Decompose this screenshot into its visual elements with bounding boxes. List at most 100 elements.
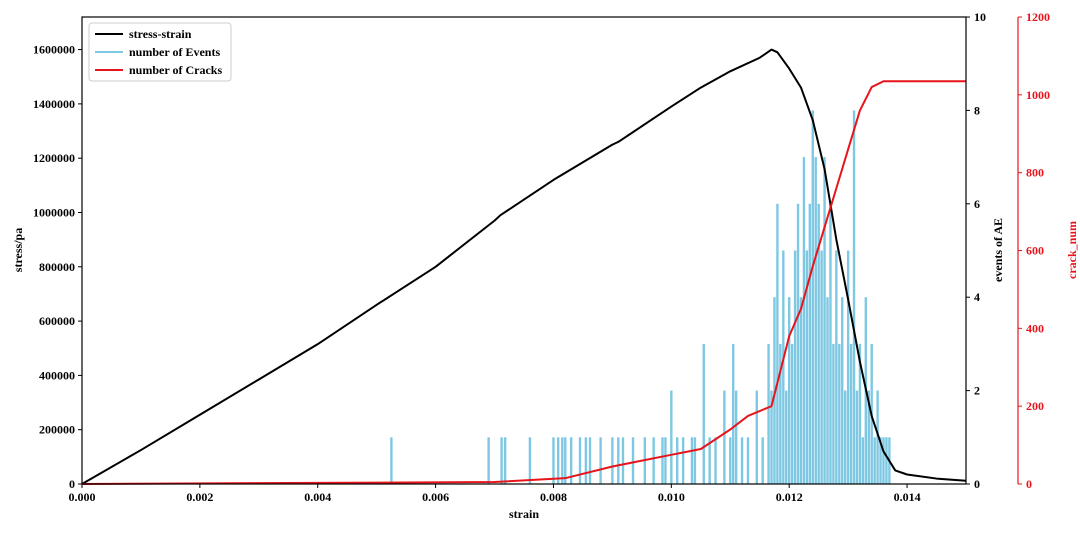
ae-event-bar — [782, 250, 785, 484]
crack-y-tick-label: 400 — [1026, 321, 1044, 335]
ae-event-bar — [714, 437, 717, 484]
ae-event-bar — [561, 437, 564, 484]
ae-event-bar — [841, 297, 844, 484]
axes: 0.000 0.002 0.004 0.006 0.008 0.010 0.012 0.014… — [33, 10, 1050, 504]
ae-event-bar — [873, 437, 876, 484]
x-tick-label: 0.000 — [69, 490, 96, 504]
line-series — [81, 48, 967, 485]
x-tick-label: 0.010 — [658, 490, 685, 504]
ae-event-bar — [611, 437, 614, 484]
ae-event-bar — [861, 437, 865, 484]
left-y-tick-label: 1600000 — [33, 43, 75, 57]
ae-event-bar — [588, 437, 592, 484]
ae-event-bar — [564, 437, 567, 484]
ae-event-bar — [855, 390, 859, 484]
legend-label-cracks: number of Cracks — [129, 63, 222, 77]
crack-y-tick-label: 1200 — [1026, 10, 1050, 24]
ae-event-bar — [785, 390, 788, 484]
ae-event-bar — [788, 297, 791, 484]
crack-count-line — [81, 80, 966, 485]
ae-event-bar — [734, 390, 738, 484]
x-tick-label: 0.014 — [894, 490, 921, 504]
ae-event-bar — [767, 343, 770, 484]
ae-event-bar — [876, 390, 879, 484]
left-y-tick-label: 600000 — [39, 314, 75, 328]
events-y-tick-label: 4 — [974, 290, 980, 304]
stress-strain-line — [81, 48, 967, 485]
ae-event-bar — [817, 203, 820, 485]
ae-event-bar — [826, 297, 829, 484]
ae-event-bar — [621, 437, 625, 484]
ae-event-bar — [879, 437, 882, 484]
left-y-axis-title: stress/pa — [11, 228, 25, 272]
left-y-tick-label: 1200000 — [33, 151, 75, 165]
ae-event-bar — [732, 343, 735, 484]
ae-event-bar — [556, 437, 560, 484]
ae-event-bar — [661, 437, 664, 484]
legend: stress-strain number of Events number of… — [88, 22, 232, 82]
x-tick-label: 0.006 — [422, 490, 449, 504]
ae-event-bar — [702, 343, 705, 484]
ae-event-bar — [693, 437, 697, 484]
ae-event-bar — [676, 437, 679, 484]
ae-event-bar — [617, 437, 620, 484]
ae-event-bar — [599, 437, 602, 484]
x-axis-title: strain — [509, 507, 539, 521]
x-tick-label: 0.008 — [540, 490, 567, 504]
legend-label-stress-strain: stress-strain — [129, 27, 192, 41]
ae-event-bar — [631, 437, 635, 484]
ae-event-bar — [740, 437, 744, 484]
ae-event-bar — [790, 343, 794, 484]
x-tick-label: 0.004 — [304, 490, 331, 504]
ae-event-bar — [867, 390, 870, 484]
ae-event-bar — [779, 343, 782, 484]
ae-event-bar — [552, 437, 555, 484]
left-y-tick-label: 400000 — [39, 368, 75, 382]
left-y-tick-label: 200000 — [39, 423, 75, 437]
crack-y-tick-label: 200 — [1026, 399, 1044, 413]
ae-event-bar — [808, 203, 812, 485]
ae-event-bar — [852, 110, 856, 485]
ae-event-bar — [776, 203, 779, 485]
ae-event-bar — [846, 250, 850, 484]
ae-event-bar — [843, 390, 847, 484]
ae-event-bar — [528, 437, 532, 484]
ae-event-bar — [708, 437, 711, 484]
crack-y-tick-label: 600 — [1026, 244, 1044, 258]
ae-event-bar — [755, 390, 758, 484]
crack-y-tick-label: 0 — [1026, 477, 1032, 491]
ae-event-bar — [487, 437, 490, 484]
ae-event-bar — [829, 203, 832, 485]
ae-event-bar — [838, 343, 841, 484]
ae-event-bar — [503, 437, 507, 484]
legend-label-events: number of Events — [129, 45, 220, 59]
ae-event-bar — [761, 437, 764, 484]
events-y-tick-label: 10 — [974, 10, 986, 24]
ae-event-bar — [882, 437, 885, 484]
ae-event-bar — [584, 437, 588, 484]
ae-event-bar — [746, 437, 750, 484]
x-tick-label: 0.002 — [186, 490, 213, 504]
events-y-tick-label: 6 — [974, 197, 980, 211]
ae-event-bar — [805, 250, 809, 484]
legend-box — [88, 22, 232, 82]
ae-event-bar — [885, 437, 888, 484]
left-y-tick-label: 800000 — [39, 260, 75, 274]
left-y-tick-label: 1000000 — [33, 205, 75, 219]
ae-event-bar — [858, 343, 862, 484]
ae-event-bar — [849, 343, 853, 484]
events-series — [390, 110, 891, 485]
ae-event-bar — [390, 437, 393, 484]
ae-event-bar — [569, 437, 573, 484]
ae-event-bar — [811, 110, 814, 485]
events-y-tick-label: 8 — [974, 103, 980, 117]
ae-event-bar — [770, 390, 773, 484]
crack-axis-title: crack_num — [1065, 221, 1079, 279]
ae-event-bar — [793, 250, 797, 484]
crack-y-tick-label: 800 — [1026, 166, 1044, 180]
ae-event-bar — [832, 343, 835, 484]
ae-event-bar — [690, 437, 694, 484]
ae-event-bar — [670, 390, 673, 484]
ae-event-bar — [681, 437, 685, 484]
